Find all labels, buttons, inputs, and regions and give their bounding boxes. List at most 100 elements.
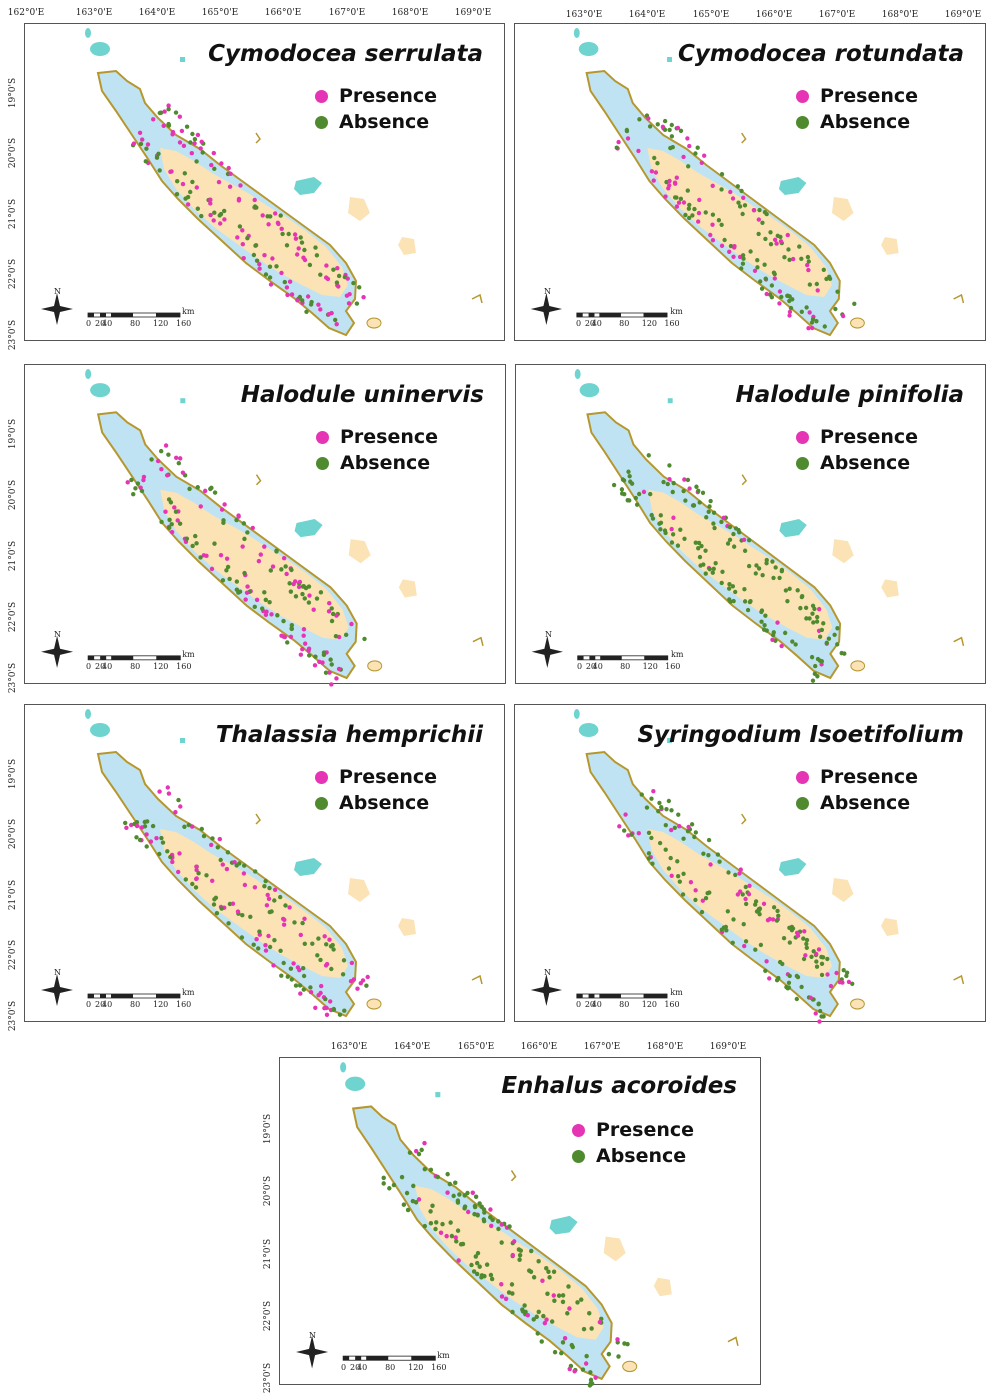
scale-bar-unit: km — [670, 988, 683, 997]
scale-bar-label: 120 — [642, 662, 658, 671]
absence-point — [787, 586, 792, 592]
presence-point — [195, 132, 201, 138]
presence-point — [175, 518, 180, 523]
presence-point — [319, 983, 324, 989]
presence-point — [510, 1252, 515, 1258]
scale-bar-outline — [577, 655, 669, 661]
reef-fragment — [255, 132, 261, 144]
presence-point — [322, 934, 327, 939]
absence-point — [315, 953, 320, 958]
map-geometry — [530, 709, 965, 1024]
presence-point — [159, 466, 164, 472]
presence-point — [456, 1258, 461, 1263]
absence-point — [697, 554, 703, 560]
absence-point — [381, 1175, 386, 1181]
presence-point — [767, 976, 772, 981]
presence-point — [306, 646, 312, 651]
absence-point — [815, 614, 820, 620]
scale-bar-label: 40 — [591, 319, 602, 328]
north-label: N — [54, 287, 61, 296]
presence-point — [616, 139, 621, 145]
absence-point — [669, 134, 675, 139]
presence-point — [646, 116, 651, 121]
absence-point — [685, 477, 691, 483]
absence-point — [680, 892, 686, 897]
absence-point — [245, 236, 250, 241]
presence-point — [597, 1319, 603, 1325]
scale-bar-label: 40 — [592, 662, 603, 671]
absence-point — [256, 946, 261, 951]
absence-point — [144, 146, 149, 151]
absence-point — [462, 1204, 468, 1209]
absence-point — [683, 212, 688, 218]
lon-tick: 168°0'E — [881, 10, 919, 20]
presence-point — [242, 882, 248, 888]
presence-point — [148, 839, 154, 844]
absence-point — [743, 939, 749, 944]
reef-fragment — [471, 293, 483, 304]
absence-point — [769, 283, 775, 288]
presence-point — [735, 892, 740, 897]
absence-point — [484, 1262, 490, 1267]
absence-point — [669, 540, 675, 545]
absence-point — [391, 1182, 397, 1188]
map-geometry — [531, 369, 965, 683]
absence-point — [428, 1209, 433, 1214]
grande-terre — [160, 148, 348, 297]
presence-point — [296, 584, 302, 590]
absence-point — [215, 845, 220, 850]
absence-point — [289, 623, 295, 628]
scale-bar-segment — [343, 1356, 350, 1361]
presence-point — [272, 887, 278, 892]
legend-presence: Presence — [315, 766, 437, 788]
absence-point — [297, 294, 303, 300]
absence-point — [433, 1226, 438, 1232]
presence-point — [329, 310, 334, 316]
absence-point — [201, 833, 207, 839]
absence-point — [819, 627, 825, 633]
presence-point — [236, 513, 241, 518]
absence-point — [267, 885, 272, 891]
presence-point — [499, 1294, 505, 1299]
presence-point — [270, 256, 275, 261]
map-geometry — [41, 369, 484, 687]
presence-point — [700, 898, 705, 903]
absence-point — [267, 599, 272, 605]
absence-point — [678, 196, 684, 201]
presence-point — [702, 153, 707, 158]
absence-point — [814, 281, 819, 287]
absence-point — [675, 543, 681, 548]
presence-point — [281, 922, 287, 927]
absence-point — [722, 237, 727, 243]
absence-point — [159, 519, 164, 525]
north-label: N — [544, 968, 551, 977]
absence-point — [309, 299, 314, 305]
legend-presence-marker — [315, 770, 328, 784]
grande-terre — [647, 829, 832, 978]
absence-point — [440, 1221, 445, 1227]
species-title: Enhalus acoroides — [501, 1073, 737, 1099]
absence-point — [211, 902, 217, 907]
presence-point — [351, 977, 356, 982]
absence-point — [817, 658, 823, 663]
presence-point — [572, 1369, 577, 1374]
absence-point — [812, 606, 817, 612]
scale-bar-label: 120 — [153, 662, 169, 671]
presence-point — [834, 970, 839, 976]
presence-point — [636, 148, 641, 154]
presence-point — [211, 150, 216, 156]
absence-point — [730, 940, 735, 945]
absence-point — [787, 925, 792, 930]
legend-presence-label: Presence — [820, 85, 919, 107]
north-arrow — [296, 1335, 329, 1369]
absence-point — [649, 796, 654, 801]
absence-point — [759, 286, 765, 291]
presence-point — [194, 185, 199, 190]
absence-point — [284, 243, 290, 248]
absence-point — [672, 195, 678, 200]
presence-point — [697, 197, 702, 203]
absence-point — [177, 521, 183, 526]
absence-point — [306, 600, 312, 605]
absence-point — [251, 252, 257, 258]
absence-point — [619, 491, 625, 496]
